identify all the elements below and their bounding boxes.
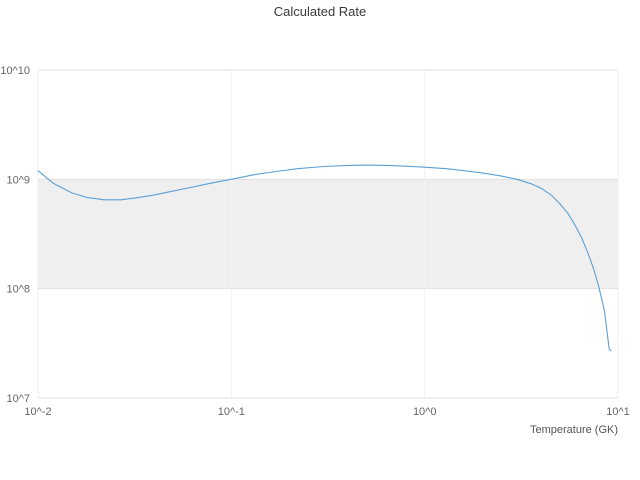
- y-tick-label: 10^9: [6, 174, 30, 186]
- x-axis-label: Temperature (GK): [529, 424, 618, 436]
- y-tick-label: 10^7: [6, 393, 30, 405]
- y-tick-label: 10^10: [0, 65, 30, 77]
- x-tick-label: 10^1: [606, 406, 630, 418]
- y-tick-label: 10^8: [6, 284, 30, 296]
- x-tick-label: 10^0: [413, 406, 437, 418]
- shaded-band: [38, 179, 618, 289]
- x-tick-label: 10^-1: [218, 406, 245, 418]
- x-tick-label: 10^-2: [24, 406, 51, 418]
- rate-line-series: [37, 164, 612, 352]
- chart-title: Calculated Rate: [273, 4, 367, 19]
